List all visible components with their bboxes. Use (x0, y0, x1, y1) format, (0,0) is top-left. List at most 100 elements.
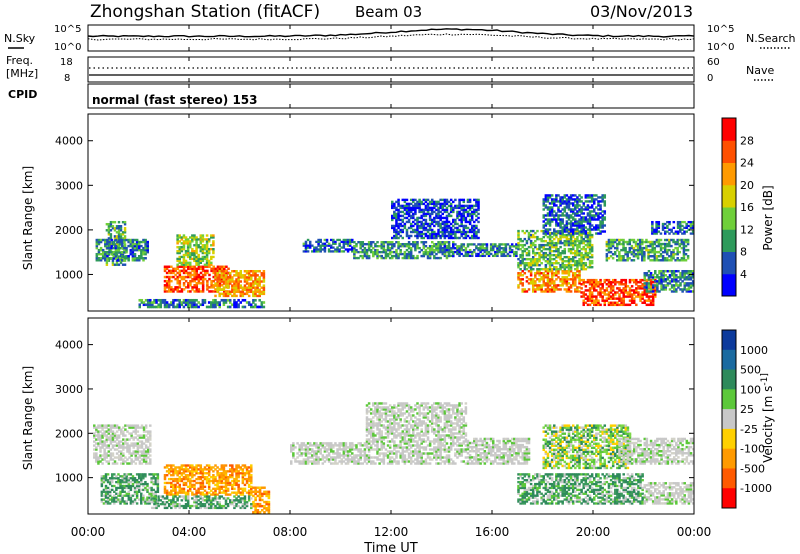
power-cell (167, 303, 171, 307)
power-cell (614, 283, 617, 286)
power-cell (197, 288, 201, 291)
power-cell (393, 202, 396, 206)
power-cell (113, 220, 117, 224)
power-cell (563, 263, 567, 267)
power-cell (433, 244, 436, 248)
power-cell (584, 220, 588, 223)
power-cell (609, 283, 613, 286)
power-cell (477, 247, 480, 250)
velocity-cell (95, 442, 98, 445)
power-cell (578, 243, 581, 247)
power-cell (565, 272, 569, 275)
power-cell (678, 244, 682, 248)
power-cell (670, 290, 674, 293)
velocity-cell (156, 473, 160, 476)
power-cell (536, 263, 539, 267)
power-cell (531, 284, 535, 287)
power-cell (550, 202, 554, 205)
power-cell (563, 202, 567, 205)
power-cell (689, 284, 693, 287)
velocity-cell (182, 491, 186, 494)
power-cell (601, 291, 604, 294)
power-cell (414, 243, 417, 246)
power-cell (500, 247, 503, 250)
power-cell (121, 257, 125, 260)
power-colorbar-tick: 20 (740, 179, 754, 192)
power-cell (241, 292, 245, 296)
power-cell (595, 212, 598, 215)
velocity-cell (136, 438, 140, 441)
power-cell (553, 288, 556, 291)
power-cell (163, 269, 167, 273)
power-cell (388, 248, 392, 252)
power-cell (129, 242, 133, 246)
power-cell (578, 257, 581, 261)
velocity-cell (144, 452, 148, 455)
velocity-cell (130, 426, 133, 429)
power-cell (456, 222, 459, 226)
power-cell (176, 240, 179, 243)
power-cell (129, 240, 133, 244)
velocity-cell (115, 436, 119, 439)
velocity-cell (93, 456, 96, 459)
velocity-cell (128, 426, 131, 429)
power-cell (576, 204, 579, 207)
power-cell (637, 293, 640, 296)
power-cell (210, 247, 213, 251)
power-cell (397, 232, 400, 236)
power-cell (443, 204, 447, 208)
power-cell (620, 297, 623, 300)
power-cell (613, 238, 617, 242)
power-cell (466, 230, 470, 234)
power-cell (254, 278, 257, 281)
velocity-cell (119, 480, 122, 484)
power-cell (580, 287, 583, 290)
power-cell (369, 243, 373, 246)
power-cell (395, 200, 398, 204)
power-cell (590, 247, 594, 251)
power-cell (447, 243, 451, 246)
power-cell (603, 216, 607, 219)
power-cell (653, 255, 657, 258)
velocity-cell (125, 473, 128, 476)
power-cell (462, 232, 466, 236)
power-cell (176, 257, 179, 261)
power-cell (361, 244, 365, 248)
power-cell (527, 265, 531, 269)
power-cell (576, 228, 579, 231)
power-cell (475, 252, 478, 256)
power-cell (199, 247, 203, 251)
power-cell (529, 233, 533, 237)
power-cell (422, 254, 426, 258)
power-cell (508, 250, 512, 254)
power-cell (582, 237, 585, 241)
power-cell (544, 228, 548, 231)
power-cell (189, 257, 192, 261)
power-cell (409, 216, 413, 220)
power-cell (586, 255, 590, 259)
power-cell (123, 246, 126, 250)
power-cell (401, 220, 405, 224)
power-cell (578, 239, 581, 243)
power-cell (590, 198, 594, 201)
power-cell (191, 286, 194, 289)
power-cell (565, 269, 569, 273)
power-cell (137, 248, 141, 252)
velocity-cell (132, 460, 135, 463)
power-cell (418, 224, 421, 228)
power-cell (338, 244, 341, 247)
power-cell (586, 235, 590, 239)
power-cell (672, 238, 675, 242)
velocity-cell (93, 436, 96, 439)
power-cell (321, 248, 325, 251)
power-cell (588, 239, 592, 243)
power-cell (445, 216, 449, 220)
power-cell (178, 303, 181, 307)
velocity-cell (140, 475, 143, 478)
power-cell (363, 248, 367, 252)
power-cell (111, 227, 115, 230)
velocity-cell (140, 442, 144, 445)
power-cell (567, 198, 571, 201)
power-cell (437, 256, 440, 260)
power-cell (193, 273, 196, 277)
